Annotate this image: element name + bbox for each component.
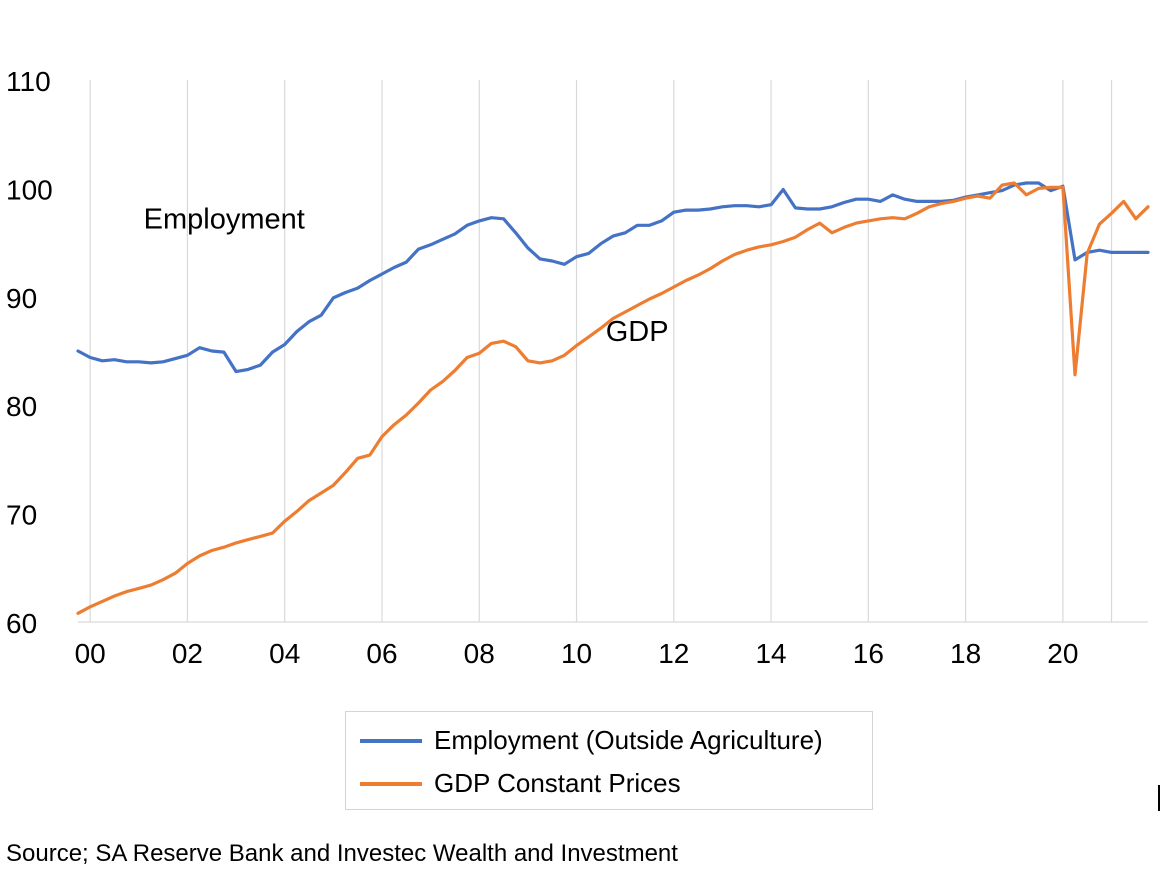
y-tick-label-80: 80 — [6, 391, 37, 422]
annotation-employment: Employment — [144, 204, 305, 236]
x-tick-label-06: 06 — [366, 638, 397, 669]
source-note: Source; SA Reserve Bank and Investec Wea… — [6, 840, 678, 867]
x-tick-label-18: 18 — [950, 638, 981, 669]
legend: Employment (Outside Agriculture) GDP Con… — [345, 711, 873, 810]
gridlines — [89, 80, 1113, 622]
legend-label-gdp: GDP Constant Prices — [434, 768, 681, 798]
x-tick-label-00: 00 — [75, 638, 106, 669]
x-tick-label-20: 20 — [1047, 638, 1078, 669]
x-tick-label-16: 16 — [853, 638, 884, 669]
x-tick-label-10: 10 — [561, 638, 592, 669]
legend-item-gdp: GDP Constant Prices — [360, 768, 681, 799]
legend-swatch-gdp — [360, 781, 422, 786]
axes: 00 02 04 06 08 10 12 14 16 18 20 60 70 80 90 100 110 — [6, 66, 1148, 669]
x-tick-label-04: 04 — [269, 638, 300, 669]
series-lines — [76, 181, 1150, 615]
y-tick-label-90: 90 — [6, 283, 37, 314]
series-line-gdp — [76, 181, 1150, 615]
x-tick-label-02: 02 — [172, 638, 203, 669]
y-tick-label-110: 110 — [6, 66, 51, 97]
text-cursor — [1158, 785, 1160, 811]
annotation-gdp: GDP — [606, 316, 669, 348]
legend-label-employment: Employment (Outside Agriculture) — [434, 725, 823, 755]
y-tick-label-100: 100 — [6, 174, 53, 205]
annotations: Employment GDP — [144, 204, 669, 349]
legend-swatch-employment — [360, 738, 422, 743]
x-tick-label-12: 12 — [658, 638, 689, 669]
legend-item-employment: Employment (Outside Agriculture) — [360, 725, 823, 756]
x-tick-label-14: 14 — [755, 638, 786, 669]
x-tick-label-08: 08 — [464, 638, 495, 669]
y-tick-label-60: 60 — [6, 608, 37, 639]
y-tick-label-70: 70 — [6, 500, 37, 531]
